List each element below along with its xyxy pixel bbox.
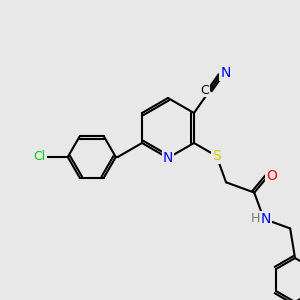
Text: N: N: [163, 151, 173, 165]
Text: C: C: [201, 84, 209, 97]
Text: N: N: [261, 212, 271, 226]
Text: Cl: Cl: [34, 151, 46, 164]
Text: N: N: [220, 66, 231, 80]
Text: H: H: [251, 212, 260, 225]
Text: O: O: [266, 169, 277, 183]
Text: S: S: [212, 149, 221, 163]
